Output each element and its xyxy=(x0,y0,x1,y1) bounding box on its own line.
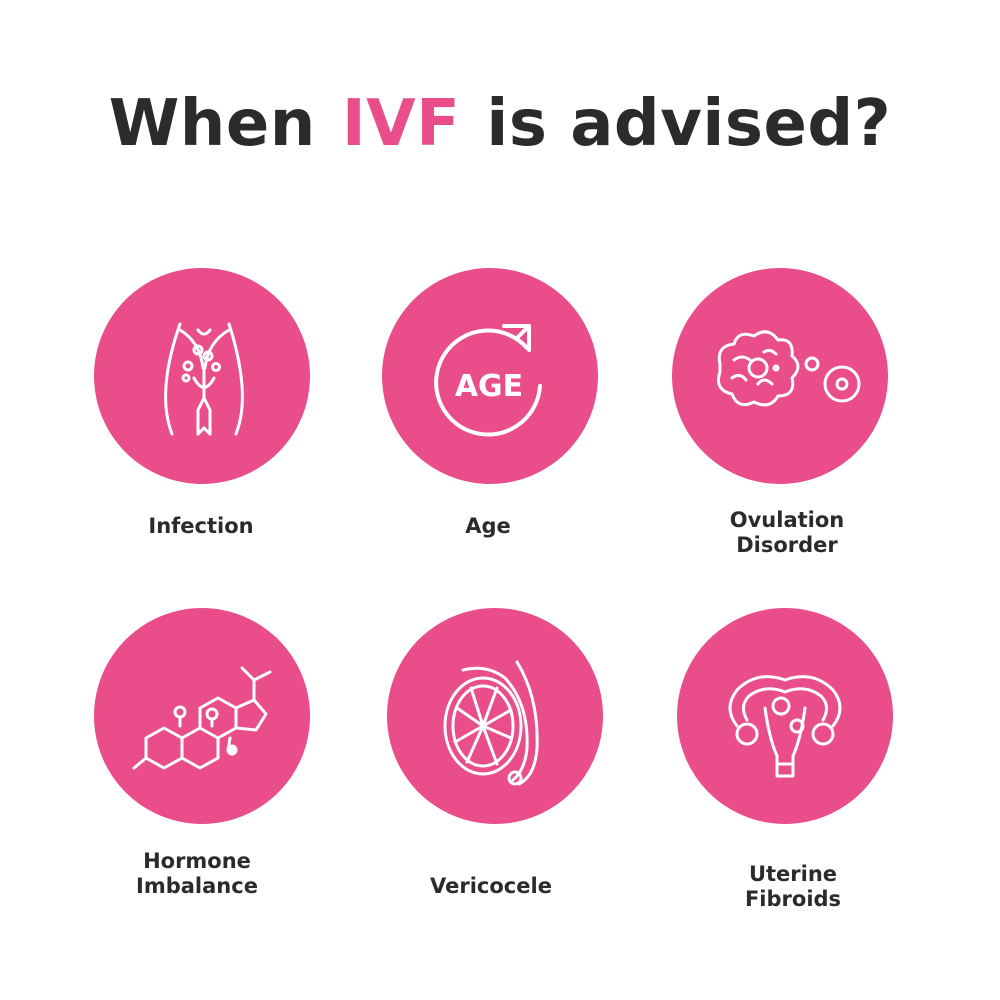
ovary-follicle-icon xyxy=(717,330,861,407)
female-pelvis-icon xyxy=(164,322,244,436)
age-icon-text: AGE xyxy=(455,369,523,404)
vericocele-label: Vericocele xyxy=(430,874,552,898)
infection-label: Infection xyxy=(148,514,254,538)
hormone-label: Hormone Imbalance xyxy=(136,849,258,898)
ovulation-circle xyxy=(672,268,888,484)
hormone-circle xyxy=(94,608,310,824)
uterus-fibroids-icon xyxy=(728,675,842,778)
fibroids-label: Uterine Fibroids xyxy=(744,862,842,911)
testicle-icon xyxy=(443,660,539,786)
page-title: When IVF is advised? xyxy=(0,84,1000,164)
vericocele-circle xyxy=(387,608,603,824)
title-suffix: is advised? xyxy=(486,87,892,161)
title-accent: IVF xyxy=(341,87,461,161)
age-circle: AGE xyxy=(382,268,598,484)
hormone-molecule-icon xyxy=(132,666,272,770)
fibroids-circle xyxy=(677,608,893,824)
age-cycle-icon: AGE xyxy=(434,324,542,437)
infection-circle xyxy=(94,268,310,484)
title-prefix: When xyxy=(108,87,316,161)
age-label: Age xyxy=(465,514,511,538)
ovulation-label: Ovulation Disorder xyxy=(729,508,845,557)
